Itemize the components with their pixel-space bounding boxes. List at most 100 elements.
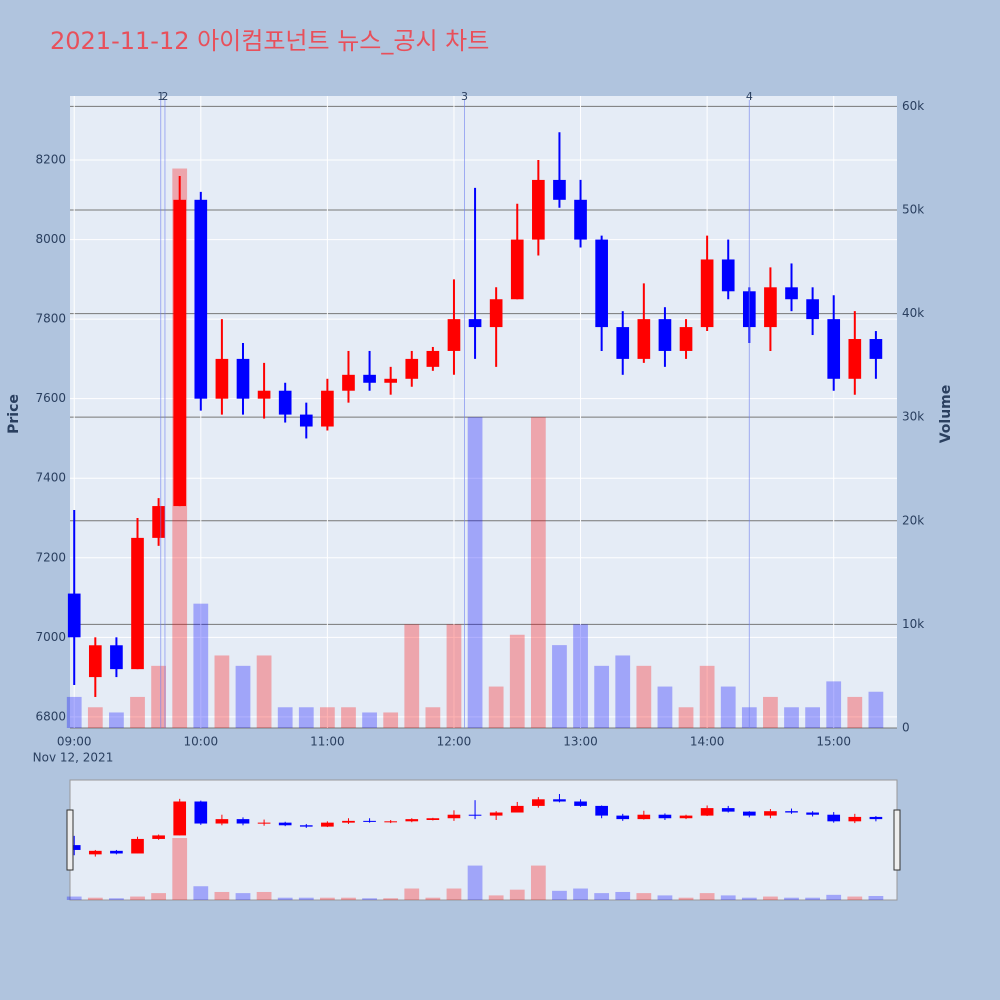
candle-body bbox=[194, 199, 208, 399]
slider-candle-body bbox=[342, 820, 355, 823]
slider-candle-body bbox=[110, 850, 123, 854]
candle-body bbox=[658, 319, 672, 351]
slider-volume-bar bbox=[404, 888, 420, 900]
slider-volume-bar bbox=[615, 891, 631, 900]
slider-candle-body bbox=[764, 811, 777, 816]
candle-body bbox=[152, 506, 165, 538]
slider-candle-body bbox=[131, 838, 144, 854]
event-label: 1 bbox=[157, 90, 164, 103]
x-date-label: Nov 12, 2021 bbox=[33, 751, 114, 765]
candle-body bbox=[426, 350, 440, 367]
candle-body bbox=[532, 179, 545, 240]
slider-candle-body bbox=[785, 811, 798, 813]
candle-body bbox=[88, 645, 102, 678]
x-tick-label: 11:00 bbox=[310, 735, 345, 749]
range-slider[interactable] bbox=[69, 779, 898, 901]
y-tick-label: 6800 bbox=[35, 709, 66, 723]
volume-bar bbox=[509, 634, 525, 728]
slider-candle-body bbox=[721, 808, 735, 812]
slider-volume-bar bbox=[193, 886, 209, 900]
y-tick-label: 7600 bbox=[35, 391, 66, 405]
volume-bar bbox=[552, 645, 567, 728]
volume-bar bbox=[868, 691, 884, 728]
plot-area bbox=[70, 96, 897, 728]
candle-body bbox=[236, 358, 250, 399]
candle-body bbox=[384, 378, 398, 383]
slider-candle-body bbox=[658, 814, 672, 819]
volume-bar bbox=[256, 655, 272, 728]
candle-body bbox=[363, 374, 376, 383]
slider-candle-body bbox=[510, 805, 524, 813]
candle-body bbox=[299, 414, 313, 427]
slider-volume-bar bbox=[826, 894, 842, 900]
y2-tick-label: 50k bbox=[902, 202, 924, 216]
candle-body bbox=[278, 390, 292, 415]
slider-candle-body bbox=[384, 821, 398, 823]
volume-bar bbox=[383, 712, 399, 728]
y-tick-label: 7200 bbox=[35, 550, 66, 564]
volume-bar bbox=[615, 655, 631, 728]
slider-volume-bar bbox=[214, 891, 230, 900]
volume-bar bbox=[720, 686, 736, 728]
slider-volume-bar bbox=[847, 896, 863, 900]
slider-volume-bar bbox=[109, 898, 124, 900]
candle-body bbox=[848, 339, 862, 379]
candle-body bbox=[405, 358, 419, 379]
event-label: 3 bbox=[461, 90, 468, 103]
slider-volume-bar bbox=[509, 889, 525, 900]
volume-bar bbox=[763, 696, 778, 728]
y-tick-label: 7000 bbox=[35, 630, 66, 644]
slider-volume-bar bbox=[763, 896, 778, 900]
volume-bar bbox=[657, 686, 673, 728]
volume-bar bbox=[573, 624, 588, 728]
slider-volume-bar bbox=[699, 893, 715, 900]
slider-volume-bar bbox=[467, 865, 483, 900]
volume-bar bbox=[130, 696, 145, 728]
slider-candle-body bbox=[215, 819, 229, 824]
candle-body bbox=[764, 287, 777, 328]
slider-volume-bar bbox=[319, 897, 335, 900]
slider-candle-body bbox=[595, 805, 608, 816]
x-tick-label: 15:00 bbox=[816, 735, 851, 749]
slider-candle-body bbox=[489, 812, 503, 816]
y2-tick-label: 60k bbox=[902, 99, 924, 113]
y2-tick-label: 10k bbox=[902, 617, 924, 631]
candle-body bbox=[637, 319, 651, 359]
volume-bar bbox=[847, 696, 863, 728]
slider-handle-left[interactable] bbox=[66, 809, 74, 871]
x-tick-label: 12:00 bbox=[437, 735, 472, 749]
slider-candle-body bbox=[700, 808, 714, 816]
volume-bar bbox=[805, 707, 820, 728]
candle-body bbox=[700, 259, 714, 328]
volume-bar bbox=[277, 707, 293, 728]
candle-body bbox=[869, 339, 883, 359]
volume-bar bbox=[319, 707, 335, 728]
y2-tick-label: 40k bbox=[902, 306, 924, 320]
slider-handle-right[interactable] bbox=[893, 809, 901, 871]
volume-bar bbox=[488, 686, 504, 728]
volume-bar bbox=[193, 603, 209, 728]
volume-bar bbox=[298, 707, 314, 728]
candle-body bbox=[785, 287, 798, 300]
plot-layer: 6800 7000 7200 7400 7600 7800 8000 8200 0 10k 20k 3… bbox=[35, 90, 924, 900]
candle-body bbox=[110, 645, 123, 670]
candle-body bbox=[468, 319, 482, 328]
candle-body bbox=[806, 299, 819, 320]
slider-volume-bar bbox=[678, 897, 694, 900]
event-label: 2 bbox=[161, 90, 168, 103]
y2-axis-title: Volume bbox=[938, 385, 954, 444]
y-axis-title: Price bbox=[6, 394, 22, 434]
candle-body bbox=[321, 390, 334, 427]
volume-bar bbox=[151, 665, 166, 728]
slider-candle-body bbox=[806, 812, 819, 815]
candle-body bbox=[489, 299, 503, 328]
slider-candle-body bbox=[869, 816, 883, 820]
slider-volume-bar bbox=[256, 891, 272, 900]
x-tick-label: 13:00 bbox=[563, 735, 598, 749]
slider-candle-body bbox=[532, 799, 545, 806]
volume-bar bbox=[636, 665, 652, 728]
y-tick-label: 7800 bbox=[35, 312, 66, 326]
candle-body bbox=[67, 593, 81, 638]
x-tick-label: 10:00 bbox=[184, 735, 219, 749]
